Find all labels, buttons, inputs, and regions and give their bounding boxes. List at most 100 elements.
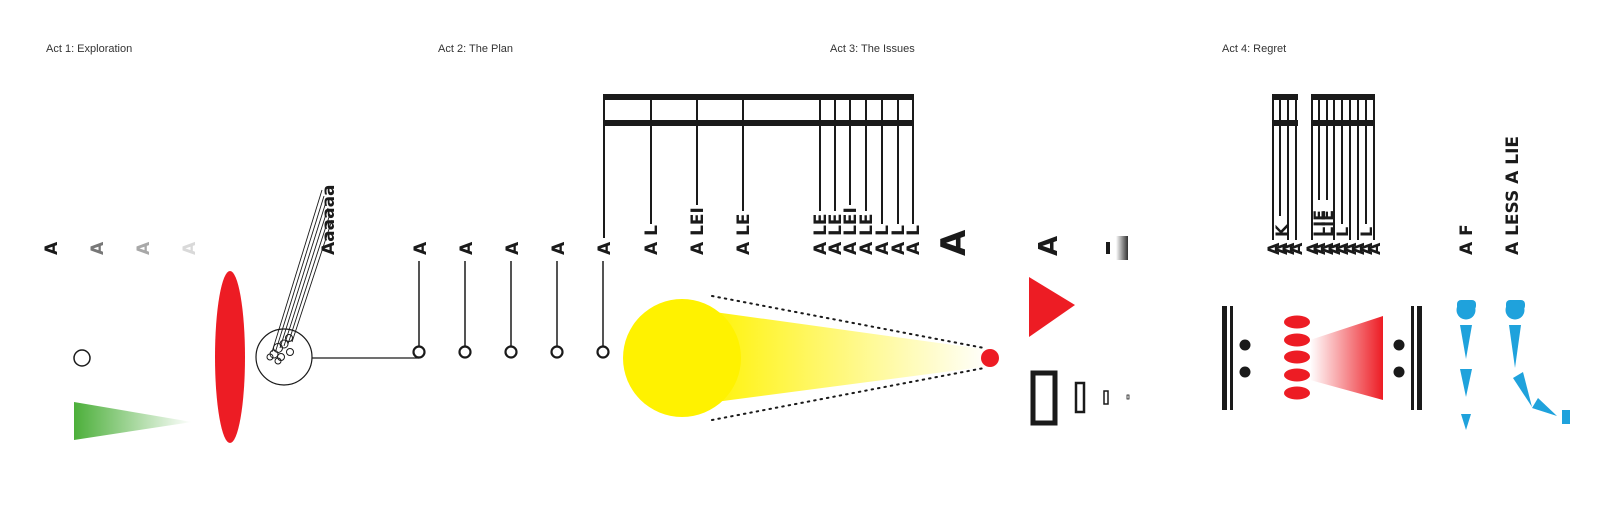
shrinking-rect (1103, 390, 1109, 405)
pin-label: A (595, 241, 615, 255)
cluster-label: Aaaaaa (319, 184, 339, 255)
cluster-knots (266, 334, 294, 365)
stack-label: A (1349, 242, 1368, 255)
cluster-circle (255, 328, 313, 386)
shrinking-rect (1126, 394, 1130, 400)
red-ellipse-stack (1284, 315, 1310, 400)
stack-label-text: A (1279, 242, 1298, 255)
pin-head (412, 345, 426, 359)
lie-label-text: A L (642, 225, 662, 255)
lie-label: A L (904, 225, 924, 255)
yellow-beam (700, 310, 990, 404)
side-label: A LESS A LIE (1503, 136, 1523, 255)
bracket-right (1393, 306, 1422, 410)
lie-label: A L (642, 225, 662, 255)
act-1-title: Act 1: Exploration (46, 43, 133, 55)
pin-label: A (457, 241, 477, 255)
lie-label-text: A LE (857, 213, 877, 255)
act-4-group: A A K A A A A LIE A LIE A A L A A A L A … (1222, 94, 1570, 430)
stack-label-text: A K (1272, 224, 1291, 255)
lie-label: A LE (857, 213, 877, 255)
stack-label-text: A (1349, 242, 1368, 255)
act-3-title: Act 3: The Issues (830, 43, 915, 55)
lie-label-text: A L (873, 225, 893, 255)
stack-label-text: A (1264, 242, 1283, 255)
stack-label: A L (1333, 227, 1352, 255)
lie-label-text: A L (904, 225, 924, 255)
lie-label: A LEI (688, 207, 708, 255)
big-letter-a: A (934, 229, 974, 256)
shrinking-rect (1074, 381, 1086, 414)
stack-label-text: A LIE (1310, 210, 1329, 255)
lie-label-text: A LEI (841, 207, 861, 255)
lie-label: A LE (734, 213, 754, 255)
shrinking-rect (1030, 370, 1058, 426)
side-label: A F (1457, 224, 1477, 255)
blue-drip-falling (1505, 300, 1570, 424)
side-label-text: A F (1457, 224, 1477, 255)
act-4-title: Act 4: Regret (1222, 43, 1287, 55)
stack-label-text: A L (1357, 227, 1376, 255)
lie-label-text: A LE (811, 213, 831, 255)
stack-label-text: A L (1333, 227, 1352, 255)
stack-label-text: A (1287, 242, 1306, 255)
regret-frame (1272, 94, 1375, 240)
pin: A (457, 241, 477, 359)
big-letter-a: A (1034, 236, 1064, 256)
stack-label: A L (1357, 227, 1376, 255)
pin: A (411, 241, 431, 359)
stack-label: A (1264, 242, 1283, 255)
stack-label: A LIE (1310, 210, 1329, 255)
frame-lower-bar (603, 120, 914, 126)
letter-a: A (134, 241, 154, 255)
pin-head (504, 345, 518, 359)
act-2-group: A A A A A (411, 94, 999, 421)
lie-label-text: A LE (734, 213, 754, 255)
stack-label: A K (1272, 224, 1291, 255)
red-funnel (1310, 316, 1383, 400)
letter-a: A (180, 241, 200, 255)
lie-label-text: A LE (826, 213, 846, 255)
stack-label: A (1303, 242, 1322, 255)
pin: A (595, 241, 615, 359)
lie-label: A LEI (841, 207, 861, 255)
letter-a: A (42, 241, 62, 255)
stack-label: A (1365, 242, 1384, 255)
stack-label-text: A (1365, 242, 1384, 255)
side-label-text: A LESS A LIE (1503, 136, 1523, 255)
act-1-fading-letter: A (88, 241, 108, 255)
stack-label: A (1287, 242, 1306, 255)
pin-head (596, 345, 610, 359)
dotted-line-bottom (711, 367, 985, 421)
pin-label: A (549, 241, 569, 255)
stack-label-text: A LIE (1318, 210, 1337, 255)
blue-drip-straight (1456, 300, 1476, 430)
stack-label-text: A (1303, 242, 1322, 255)
stack-label: A (1325, 242, 1344, 255)
stack-label-text: A (1325, 242, 1344, 255)
lie-label: A LE (826, 213, 846, 255)
lie-frame (603, 94, 914, 238)
dotted-line-top (711, 295, 985, 349)
letter-a: A (88, 241, 108, 255)
pin: A (503, 241, 523, 359)
pin-head (550, 345, 564, 359)
act-1-fading-letter: A (180, 241, 200, 255)
frame-top-bar (603, 94, 914, 100)
pin-label: A (411, 241, 431, 255)
stack-label-text: A (1341, 242, 1360, 255)
act-1-fading-letter: A (42, 241, 62, 255)
act-1-fading-letter: A (134, 241, 154, 255)
stack-label: A (1341, 242, 1360, 255)
fading-letter-block (1106, 236, 1128, 260)
green-wedge (74, 402, 192, 440)
stack-label: A LIE (1318, 210, 1337, 255)
stack-label: A (1279, 242, 1298, 255)
pin: A (549, 241, 569, 359)
lie-label: A L (889, 225, 909, 255)
lie-label-text: A LEI (688, 207, 708, 255)
cluster-strings (271, 189, 333, 353)
act-1-group: A A A A (42, 184, 419, 443)
red-dot (981, 349, 999, 367)
